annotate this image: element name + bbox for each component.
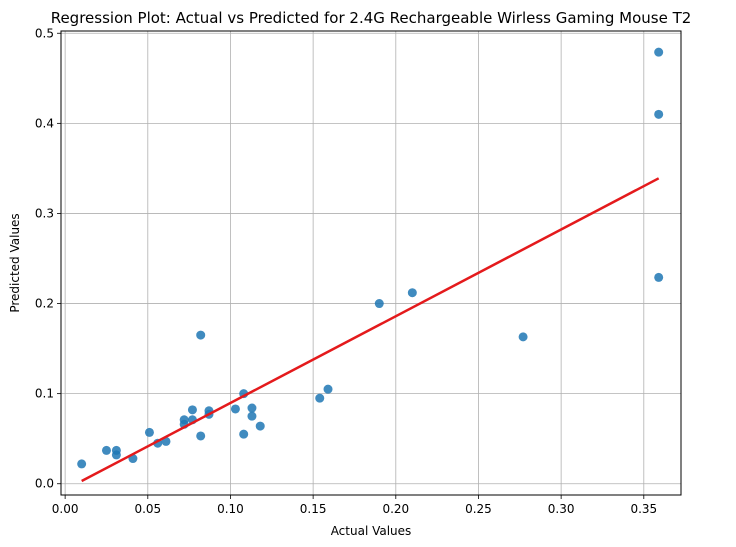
x-tick-label: 0.35 — [630, 502, 657, 516]
regression-line — [81, 177, 660, 483]
x-tick-label: 0.20 — [382, 502, 409, 516]
y-tick-label: 0.2 — [35, 297, 54, 311]
x-tick-label: 0.30 — [548, 502, 575, 516]
x-tick-label: 0.25 — [465, 502, 492, 516]
data-point — [518, 332, 528, 342]
data-point — [144, 427, 154, 437]
data-point — [111, 450, 121, 460]
data-point — [196, 330, 206, 340]
chart-title: Regression Plot: Actual vs Predicted for… — [51, 9, 692, 27]
data-point — [196, 431, 206, 441]
x-axis-label: Actual Values — [331, 524, 412, 538]
data-point — [77, 459, 87, 469]
data-point — [187, 405, 197, 415]
axis-ticks: 0.00 0.05 0.10 0.15 0.20 0.25 0.30 0.35 0.0 0.1 0.… — [35, 26, 657, 516]
data-point — [407, 288, 417, 298]
data-point — [255, 421, 265, 431]
x-tick-label: 0.05 — [134, 502, 161, 516]
y-axis-label: Predicted Values — [8, 213, 22, 312]
x-tick-label: 0.00 — [52, 502, 79, 516]
y-tick-label: 0.4 — [35, 116, 54, 130]
x-tick-label: 0.15 — [300, 502, 327, 516]
data-point — [247, 403, 257, 413]
y-tick-label: 0.1 — [35, 387, 54, 401]
data-point — [315, 393, 325, 403]
data-point — [374, 299, 384, 309]
grid — [61, 31, 681, 495]
data-point — [654, 272, 664, 282]
data-point — [654, 47, 664, 57]
data-point — [101, 445, 111, 455]
y-tick-label: 0.0 — [35, 477, 54, 491]
scatter-points — [77, 47, 664, 469]
y-tick-label: 0.3 — [35, 206, 54, 220]
plot-frame — [60, 30, 682, 496]
y-tick-label: 0.5 — [35, 26, 54, 40]
data-point — [323, 384, 333, 394]
data-point — [247, 411, 257, 421]
x-tick-label: 0.10 — [217, 502, 244, 516]
data-point — [654, 109, 664, 119]
data-point — [230, 404, 240, 414]
regression-line-group — [81, 177, 660, 483]
data-point — [239, 429, 249, 439]
